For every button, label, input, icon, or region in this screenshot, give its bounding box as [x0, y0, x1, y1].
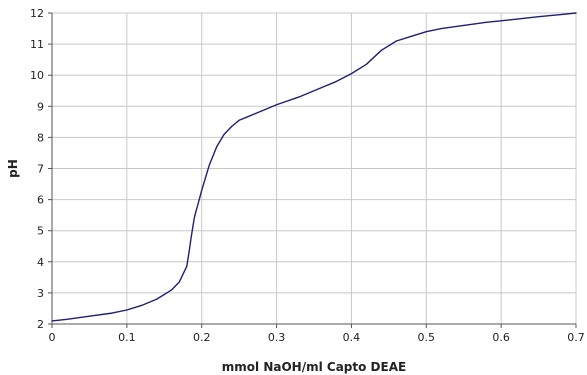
y-axis-title: pH [6, 159, 20, 178]
x-tick-label: 0.5 [418, 331, 436, 344]
y-tick-label: 2 [37, 318, 44, 331]
y-tick-label: 12 [30, 7, 44, 20]
y-tick-label: 3 [37, 287, 44, 300]
y-tick-label: 11 [30, 38, 44, 51]
tick-labels: 0 0.1 0.2 0.3 0.4 0.5 0.6 0.7 2 3 4 5 6 7 8 9 10 11 12 [30, 7, 585, 344]
y-tick-label: 5 [37, 225, 44, 238]
y-tick-label: 6 [37, 194, 44, 207]
grid [52, 12, 577, 324]
y-tick-label: 4 [37, 256, 44, 269]
y-tick-label: 8 [37, 131, 44, 144]
x-tick-label: 0.7 [567, 331, 585, 344]
x-tick-label: 0.1 [118, 331, 136, 344]
series-line [51, 12, 577, 322]
y-tick-label: 9 [37, 100, 44, 113]
y-tick-label: 7 [37, 163, 44, 176]
x-tick-label: 0.6 [492, 331, 510, 344]
x-tick-label: 0.4 [343, 331, 361, 344]
series-layer [51, 12, 577, 322]
y-tick-label: 10 [30, 69, 44, 82]
x-tick-label: 0.3 [268, 331, 286, 344]
x-axis-title: mmol NaOH/ml Capto DEAE [222, 360, 406, 374]
axes [48, 12, 577, 328]
x-tick-label: 0 [49, 331, 56, 344]
x-tick-label: 0.2 [193, 331, 211, 344]
